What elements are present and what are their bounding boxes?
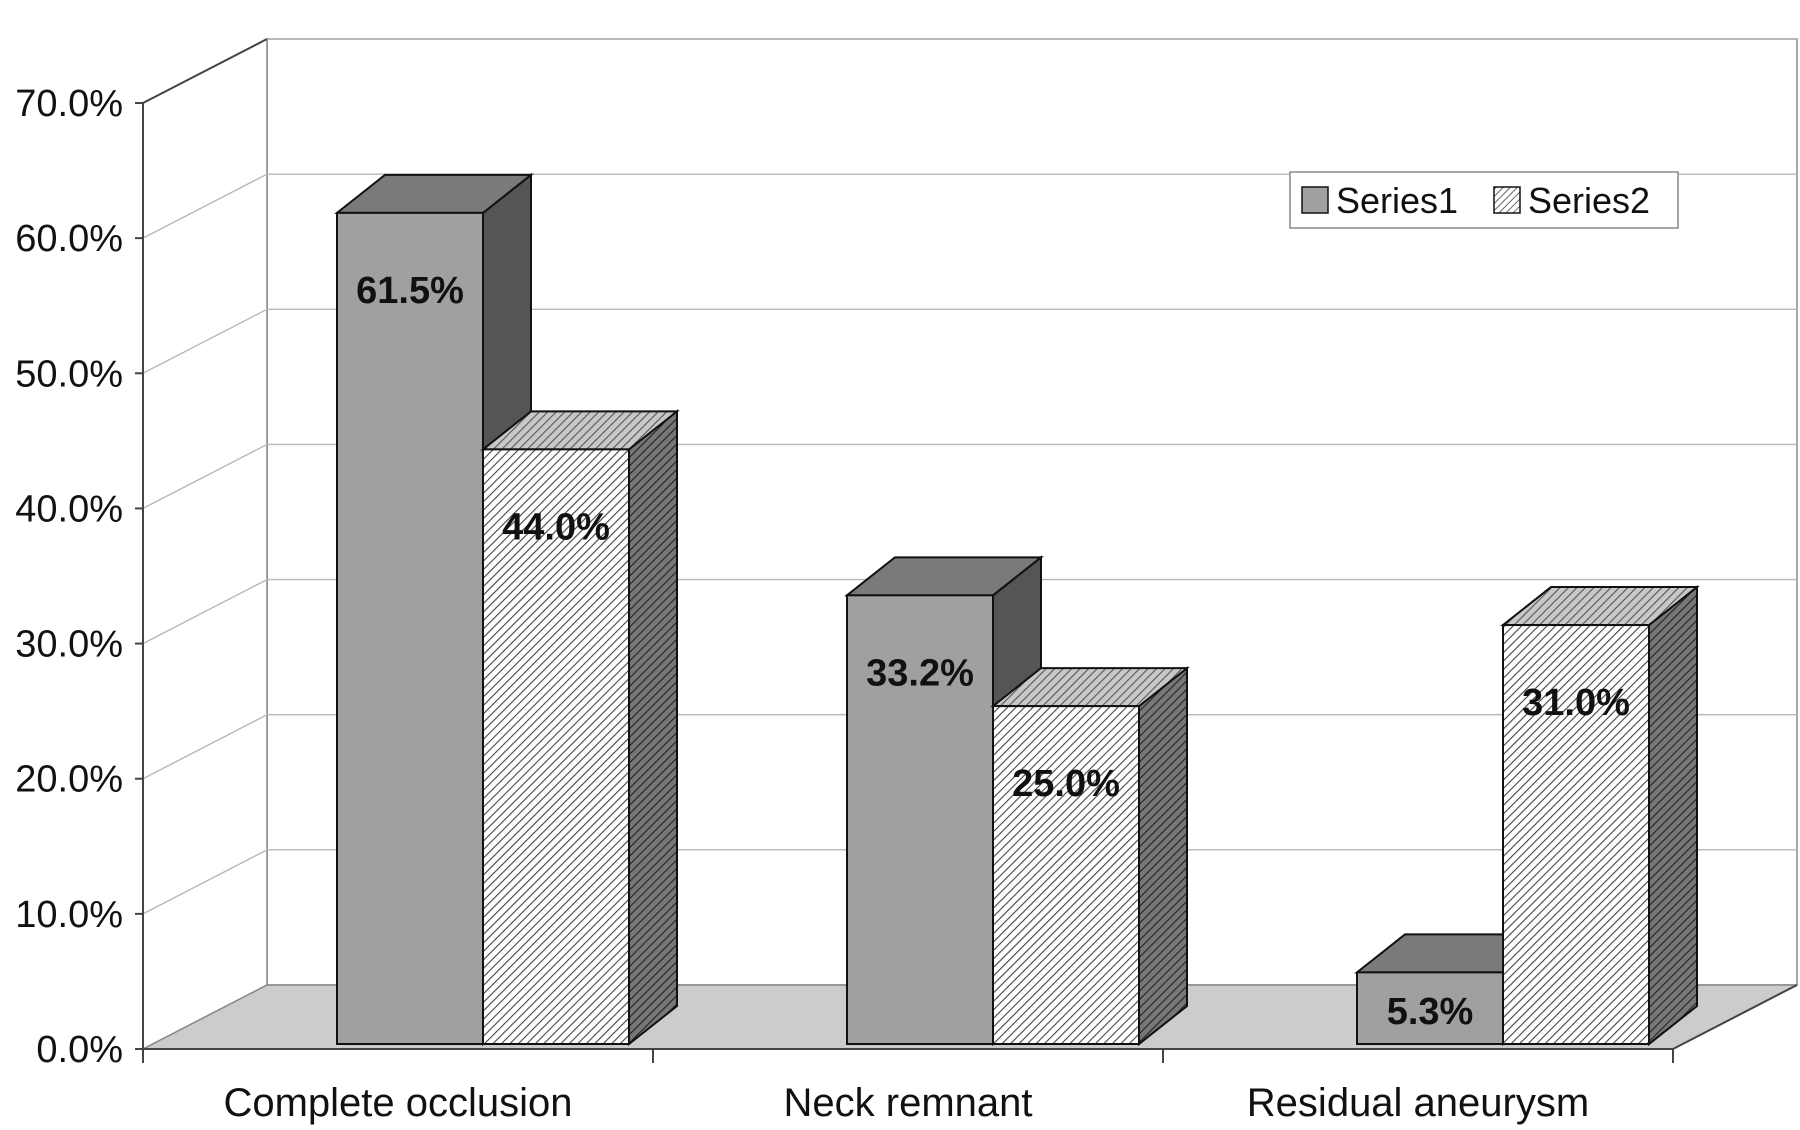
bar-front-face xyxy=(846,594,994,1046)
bar-front-face xyxy=(1502,624,1650,1045)
bar-3-series2 xyxy=(1500,584,1700,1047)
legend-swatch-series1 xyxy=(1301,186,1329,214)
y-tick-label-6: 60.0% xyxy=(15,218,123,260)
bar-2-series2 xyxy=(990,666,1190,1047)
bar-1-series2 xyxy=(480,409,680,1047)
bars xyxy=(334,172,1700,1047)
data-label-3-series1: 5.3% xyxy=(1387,991,1474,1033)
data-label-3-series2: 31.0% xyxy=(1522,682,1630,724)
y-tick-label-4: 40.0% xyxy=(15,488,123,530)
legend-swatch-series2 xyxy=(1493,186,1521,214)
x-axis-end-edge xyxy=(1672,984,1798,1050)
axes xyxy=(135,38,1798,1063)
bar-front-face xyxy=(336,211,484,1046)
gridline-6 xyxy=(142,173,1797,239)
data-label-1-series1: 61.5% xyxy=(356,270,464,312)
gridline-1 xyxy=(142,849,1797,915)
bar-side-face xyxy=(1138,666,1188,1047)
x-category-label-1: Complete occlusion xyxy=(223,1081,572,1125)
legend-label-series1: Series1 xyxy=(1336,180,1458,221)
y-tick-label-5: 50.0% xyxy=(15,353,123,395)
data-label-2-series1: 33.2% xyxy=(866,652,974,694)
legend-box xyxy=(1289,171,1679,229)
bar-front-face xyxy=(992,705,1140,1046)
y-tick-label-3: 30.0% xyxy=(15,624,123,666)
labels: 61.5% 44.0% 33.2% 25.0% 5.3% 31.0% 0.0% 10.0% 20… xyxy=(15,83,1630,1125)
bar-side-face xyxy=(628,409,678,1047)
y-tick-label-0: 0.0% xyxy=(36,1029,123,1071)
data-label-2-series2: 25.0% xyxy=(1012,763,1120,805)
gridline-5 xyxy=(142,308,1797,374)
gridline-2 xyxy=(142,714,1797,780)
bar-side-face xyxy=(1648,584,1698,1047)
x-category-label-3: Residual aneurysm xyxy=(1247,1081,1589,1125)
legend-label-series2: Series2 xyxy=(1528,180,1650,221)
bar-front-face xyxy=(1356,971,1504,1045)
y-tick-label-1: 10.0% xyxy=(15,894,123,936)
gridline-3 xyxy=(142,578,1797,645)
legend: Series1 Series2 xyxy=(1289,171,1679,229)
y-tick-label-7: 70.0% xyxy=(15,83,123,125)
y-axis-top-edge xyxy=(142,38,268,104)
y-tick-label-2: 20.0% xyxy=(15,759,123,801)
bar-front-face xyxy=(482,448,630,1046)
side-wall xyxy=(142,37,268,1051)
gridline-4 xyxy=(142,443,1797,510)
data-label-1-series2: 44.0% xyxy=(502,506,610,548)
x-category-label-2: Neck remnant xyxy=(784,1081,1033,1125)
